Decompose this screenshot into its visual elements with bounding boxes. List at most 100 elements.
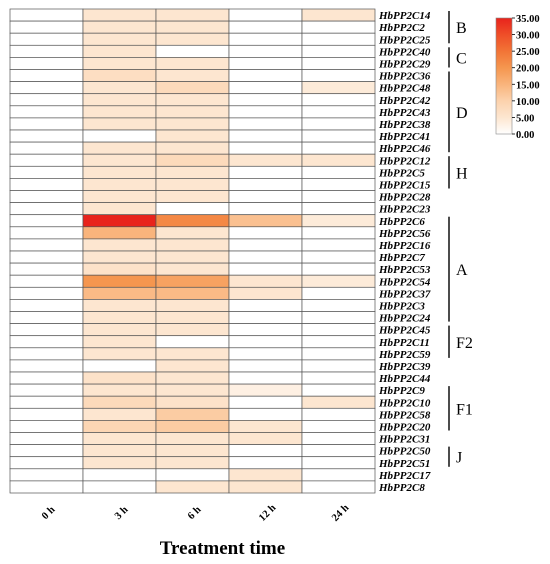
heatmap-cell xyxy=(82,190,157,203)
heatmap-cell xyxy=(301,456,376,470)
gene-label: HbPP2C39 xyxy=(378,361,431,373)
heatmap-cell xyxy=(228,214,303,228)
heatmap-cell xyxy=(301,178,376,191)
heatmap-cell xyxy=(155,81,230,95)
heatmap-cell xyxy=(9,129,84,143)
heatmap-cell xyxy=(301,299,376,312)
heatmap-cell xyxy=(9,178,84,191)
heatmap-cell xyxy=(301,347,376,361)
heatmap-cell xyxy=(228,129,303,143)
heatmap-cell xyxy=(82,202,157,216)
heatmap-cell xyxy=(301,323,376,337)
heatmap-cell xyxy=(82,274,157,288)
heatmap-cell xyxy=(9,347,84,361)
gene-label: HbPP2C38 xyxy=(378,119,431,131)
heatmap-cell xyxy=(82,468,157,482)
gene-label: HbPP2C9 xyxy=(378,385,425,397)
heatmap-cell xyxy=(228,262,303,276)
gene-label: HbPP2C37 xyxy=(378,288,431,300)
heatmap-cell xyxy=(82,129,157,143)
heatmap-cell xyxy=(301,69,376,82)
heatmap-cell xyxy=(228,226,303,240)
heatmap-cell xyxy=(82,8,157,22)
gene-label: HbPP2C5 xyxy=(378,167,425,179)
heatmap-cell xyxy=(82,335,157,349)
heatmap-cell xyxy=(9,165,84,179)
gene-label: HbPP2C16 xyxy=(378,240,431,252)
heatmap-cell xyxy=(9,44,84,58)
heatmap-cell xyxy=(228,165,303,179)
heatmap-cell xyxy=(9,311,84,324)
heatmap-cell xyxy=(301,165,376,179)
legend-tick-label: 35.00 xyxy=(516,14,540,25)
heatmap-cell xyxy=(155,347,230,361)
gene-label: HbPP2C7 xyxy=(378,252,425,264)
x-tick-label: 0 h xyxy=(40,504,58,522)
heatmap-cell xyxy=(301,129,376,143)
legend-tick-label: 5.00 xyxy=(516,113,534,124)
heatmap-cell xyxy=(9,262,84,276)
heatmap-cell xyxy=(9,153,84,167)
legend-tick-label: 25.00 xyxy=(516,47,540,58)
gene-label: HbPP2C31 xyxy=(378,434,430,446)
heatmap-cell xyxy=(9,190,84,203)
gene-label: HbPP2C20 xyxy=(378,421,431,433)
heatmap-cell xyxy=(9,444,84,458)
heatmap-cell xyxy=(228,178,303,191)
heatmap-cell xyxy=(82,432,157,445)
gene-label: HbPP2C10 xyxy=(378,397,431,409)
heatmap-cell xyxy=(9,81,84,95)
heatmap-cell xyxy=(228,93,303,107)
heatmap-cell xyxy=(155,93,230,107)
gene-label: HbPP2C45 xyxy=(378,325,431,337)
heatmap-cell xyxy=(9,371,84,385)
heatmap-cell xyxy=(82,69,157,82)
gene-label: HbPP2C43 xyxy=(378,107,431,119)
heatmap-cell xyxy=(9,323,84,337)
heatmap-cell xyxy=(82,250,157,264)
heatmap-cell xyxy=(82,105,157,119)
legend-tick-label: 20.00 xyxy=(516,64,540,75)
heatmap-cell xyxy=(82,383,157,397)
heatmap-cell xyxy=(301,20,376,34)
heatmap-cell xyxy=(9,468,84,482)
heatmap-cell xyxy=(9,214,84,228)
gene-label: HbPP2C59 xyxy=(378,349,431,361)
heatmap-cell xyxy=(301,57,376,70)
heatmap-cell xyxy=(301,371,376,385)
heatmap-cell xyxy=(228,383,303,397)
heatmap-cell xyxy=(228,347,303,361)
heatmap-cell xyxy=(155,371,230,385)
heatmap-cell xyxy=(9,420,84,433)
legend-colorbar xyxy=(495,17,513,135)
heatmap-cell xyxy=(9,8,84,22)
heatmap-cell xyxy=(155,214,230,228)
gene-label: HbPP2C15 xyxy=(378,179,431,191)
heatmap-cell xyxy=(301,238,376,252)
heatmap-cell xyxy=(82,93,157,107)
heatmap-cell xyxy=(155,432,230,445)
heatmap-cell xyxy=(228,44,303,58)
heatmap-cell xyxy=(228,480,303,494)
heatmap-cell xyxy=(155,383,230,397)
gene-label: HbPP2C54 xyxy=(378,276,431,288)
heatmap-cell xyxy=(155,69,230,82)
heatmap-cell xyxy=(82,371,157,385)
gene-label: HbPP2C58 xyxy=(378,409,431,421)
heatmap-cell xyxy=(301,444,376,458)
heatmap-cell xyxy=(82,323,157,337)
heatmap-cell xyxy=(82,299,157,312)
gene-label: HbPP2C53 xyxy=(378,264,431,276)
heatmap-cell xyxy=(82,20,157,34)
heatmap-cell xyxy=(155,117,230,131)
heatmap-cell xyxy=(228,141,303,155)
heatmap-cell xyxy=(82,153,157,167)
heatmap-cell xyxy=(228,286,303,300)
legend-tick-label: 10.00 xyxy=(516,97,540,108)
heatmap-cell xyxy=(301,286,376,300)
heatmap-cell xyxy=(228,274,303,288)
heatmap-cell xyxy=(228,8,303,22)
group-label: A xyxy=(456,262,468,279)
heatmap-cell xyxy=(9,407,84,421)
heatmap-cell xyxy=(9,238,84,252)
